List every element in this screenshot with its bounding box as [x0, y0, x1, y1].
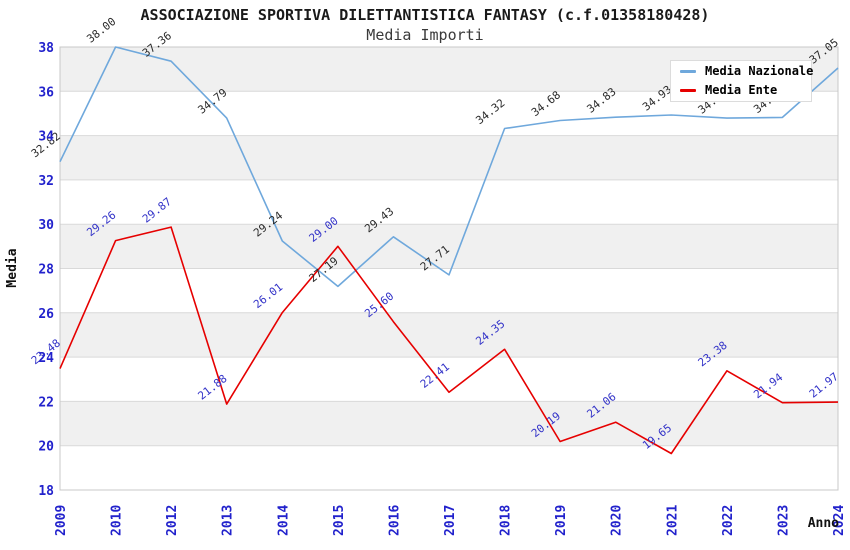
x-tick-label: 2018 — [499, 505, 514, 536]
x-tick-label: 2016 — [387, 505, 402, 536]
data-label: 21.97 — [807, 370, 841, 401]
y-tick-label: 34 — [38, 130, 54, 145]
data-label: 26.01 — [251, 281, 285, 312]
x-tick-label: 2024 — [832, 505, 847, 536]
legend-label: Media Ente — [705, 83, 778, 97]
data-label: 34.32 — [473, 96, 507, 127]
data-label: 22.41 — [418, 360, 452, 391]
legend-item: Media Ente — [680, 83, 811, 98]
plot-band — [60, 312, 838, 358]
x-axis-title: Anno — [808, 516, 839, 531]
x-tick-label: 2010 — [110, 505, 125, 536]
x-tick-label: 2019 — [554, 505, 569, 536]
y-tick-label: 20 — [38, 440, 54, 455]
plot-band — [60, 401, 838, 446]
data-label: 21.94 — [751, 370, 785, 401]
y-tick-label: 30 — [38, 218, 54, 233]
legend-line-sample — [680, 89, 696, 92]
x-tick-label: 2009 — [54, 505, 69, 536]
x-tick-label: 2023 — [776, 505, 791, 536]
y-tick-label: 38 — [38, 41, 54, 56]
data-label: 38.00 — [84, 15, 118, 46]
x-tick-label: 2021 — [665, 505, 680, 536]
y-tick-label: 26 — [38, 307, 54, 322]
chart-subtitle: Media Importi — [366, 26, 484, 44]
data-label: 29.87 — [140, 195, 174, 226]
x-tick-label: 2020 — [610, 505, 625, 536]
chart-title: ASSOCIAZIONE SPORTIVA DILETTANTISTICA FA… — [140, 6, 710, 24]
series-line-nazionale — [59, 46, 839, 288]
y-tick-label: 24 — [38, 351, 54, 366]
series-line-ente — [59, 226, 839, 455]
chart-legend: Media Nazionale Media Ente — [670, 60, 814, 102]
y-tick-label: 32 — [38, 174, 54, 189]
plot-border — [59, 46, 839, 491]
x-tick-label: 2013 — [221, 505, 236, 536]
x-tick-label: 2022 — [721, 505, 736, 536]
x-tick-label: 2014 — [276, 505, 291, 536]
y-tick-label: 36 — [38, 85, 54, 100]
legend-label: Media Nazionale — [705, 64, 814, 78]
y-axis-title: Media — [5, 248, 20, 287]
y-tick-label: 28 — [38, 263, 54, 278]
x-tick-label: 2012 — [165, 505, 180, 536]
plot-band — [60, 224, 838, 269]
x-tick-label: 2015 — [332, 505, 347, 536]
x-tick-label: 2017 — [443, 505, 458, 536]
plot-band — [60, 135, 838, 180]
legend-item: Media Nazionale — [680, 64, 814, 79]
data-label: 34.68 — [529, 88, 563, 119]
legend-line-sample — [680, 70, 696, 73]
y-tick-label: 22 — [38, 395, 54, 410]
y-tick-label: 18 — [38, 484, 54, 499]
